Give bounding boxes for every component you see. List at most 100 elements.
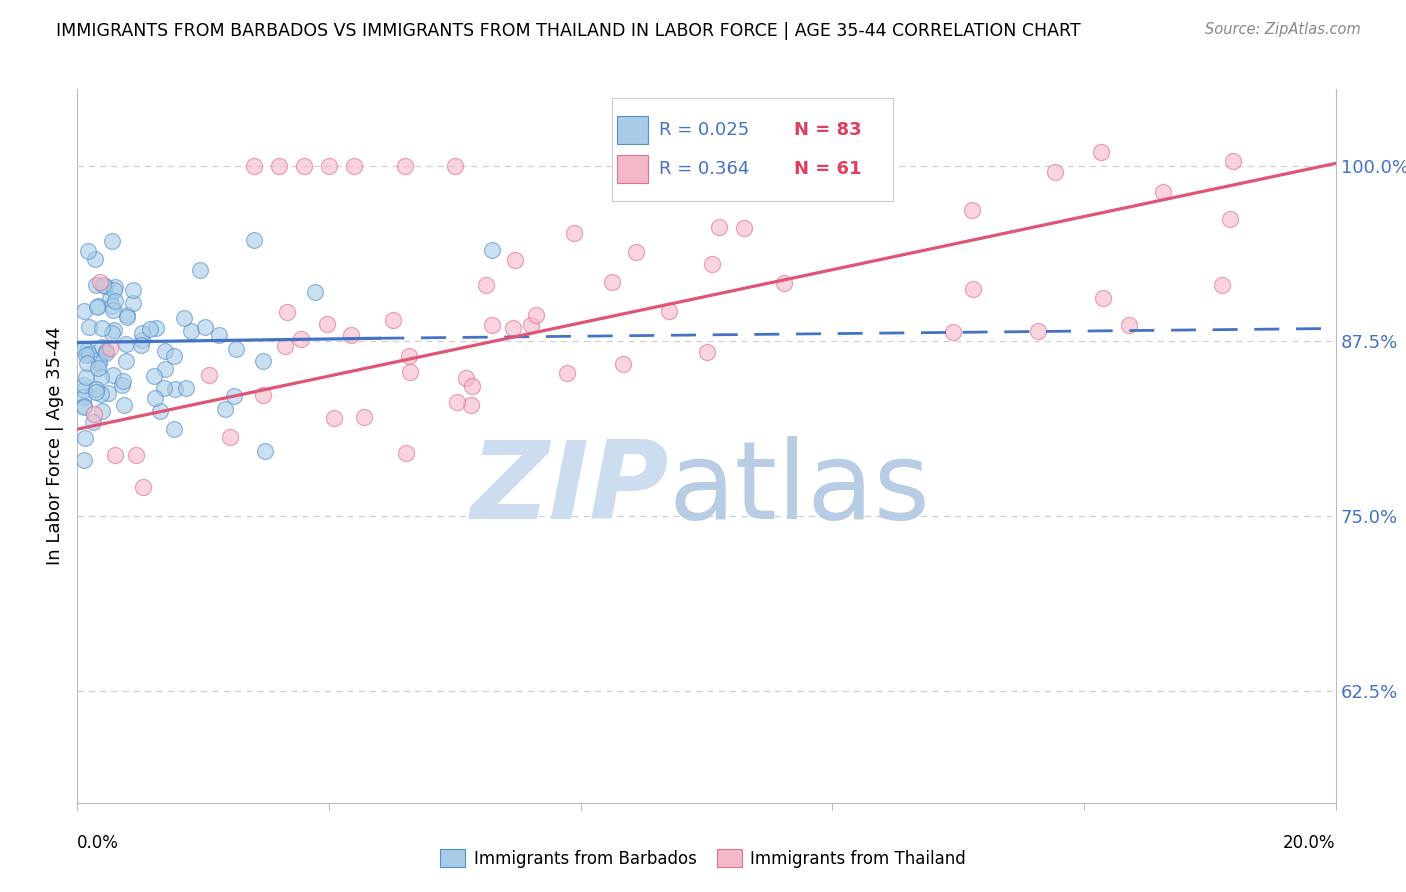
Text: Source: ZipAtlas.com: Source: ZipAtlas.com (1205, 22, 1361, 37)
Point (339, 327, 361, 342)
Point (343, 159, 366, 173)
Point (72, 304, 94, 318)
Point (132, 480, 155, 494)
Point (219, 430, 242, 444)
Point (83, 252, 105, 266)
Point (456, 370, 478, 384)
Text: N = 61: N = 61 (794, 160, 862, 178)
Point (79, 319, 101, 334)
Point (90, 370, 112, 384)
Point (163, 349, 186, 363)
Point (76, 244, 98, 259)
Point (502, 321, 524, 335)
Point (675, 145, 697, 160)
Point (72, 453, 94, 467)
Point (115, 337, 138, 351)
Point (101, 299, 124, 313)
Point (86, 277, 108, 292)
Point (624, 245, 647, 260)
Point (612, 357, 634, 371)
Point (122, 296, 145, 310)
Point (290, 332, 312, 346)
Point (98, 341, 121, 355)
Point (112, 398, 135, 412)
Point (394, 159, 416, 173)
Point (97, 386, 120, 401)
Point (960, 202, 983, 217)
Point (104, 280, 127, 294)
Point (75, 369, 97, 384)
Point (318, 159, 340, 173)
Point (243, 233, 266, 247)
Text: R = 0.364: R = 0.364 (659, 160, 749, 178)
Point (304, 285, 326, 300)
Point (460, 398, 482, 412)
Point (198, 368, 221, 383)
Text: atlas: atlas (669, 436, 931, 541)
Point (145, 321, 167, 335)
Point (773, 277, 796, 291)
Point (122, 283, 145, 297)
Point (163, 382, 186, 396)
Point (188, 263, 211, 277)
Point (733, 221, 755, 235)
Point (115, 310, 138, 324)
Point (276, 305, 298, 319)
Point (100, 234, 122, 248)
Text: N = 83: N = 83 (794, 121, 862, 139)
Point (252, 353, 274, 368)
Point (131, 338, 153, 352)
Point (94, 346, 117, 360)
Point (267, 159, 290, 173)
Point (524, 308, 547, 322)
Point (98, 292, 121, 306)
Point (322, 410, 344, 425)
Point (83, 407, 105, 421)
Point (91, 340, 114, 354)
Point (103, 323, 125, 337)
Point (173, 311, 195, 326)
Point (77, 347, 100, 361)
Point (208, 327, 231, 342)
Point (143, 391, 166, 405)
Point (273, 338, 295, 352)
Point (292, 159, 315, 173)
Point (104, 448, 127, 462)
Point (562, 226, 585, 240)
FancyBboxPatch shape (617, 116, 648, 145)
Point (1045, 164, 1067, 178)
Point (82, 416, 104, 430)
Point (658, 303, 681, 318)
Point (72, 390, 94, 404)
Point (555, 366, 578, 380)
Point (155, 362, 177, 376)
Point (942, 326, 965, 340)
Point (90, 387, 112, 401)
Point (148, 404, 170, 418)
Point (73, 431, 96, 445)
Text: R = 0.025: R = 0.025 (659, 121, 749, 139)
Point (103, 283, 125, 297)
Point (101, 368, 124, 383)
Point (103, 303, 125, 318)
Point (444, 159, 467, 173)
Point (600, 275, 623, 289)
Point (399, 365, 422, 379)
Point (475, 277, 498, 292)
Point (1118, 318, 1140, 332)
Point (174, 380, 197, 394)
Text: 20.0%: 20.0% (1284, 834, 1336, 852)
Point (111, 378, 134, 392)
Point (72, 400, 94, 414)
Point (520, 318, 543, 332)
Point (89, 352, 111, 367)
Point (84, 382, 107, 396)
Point (91, 278, 114, 293)
Point (696, 345, 718, 359)
Point (86, 301, 108, 315)
Point (131, 326, 153, 340)
Point (225, 343, 247, 357)
Point (505, 253, 527, 268)
Point (253, 443, 276, 458)
Text: ZIP: ZIP (471, 436, 669, 541)
